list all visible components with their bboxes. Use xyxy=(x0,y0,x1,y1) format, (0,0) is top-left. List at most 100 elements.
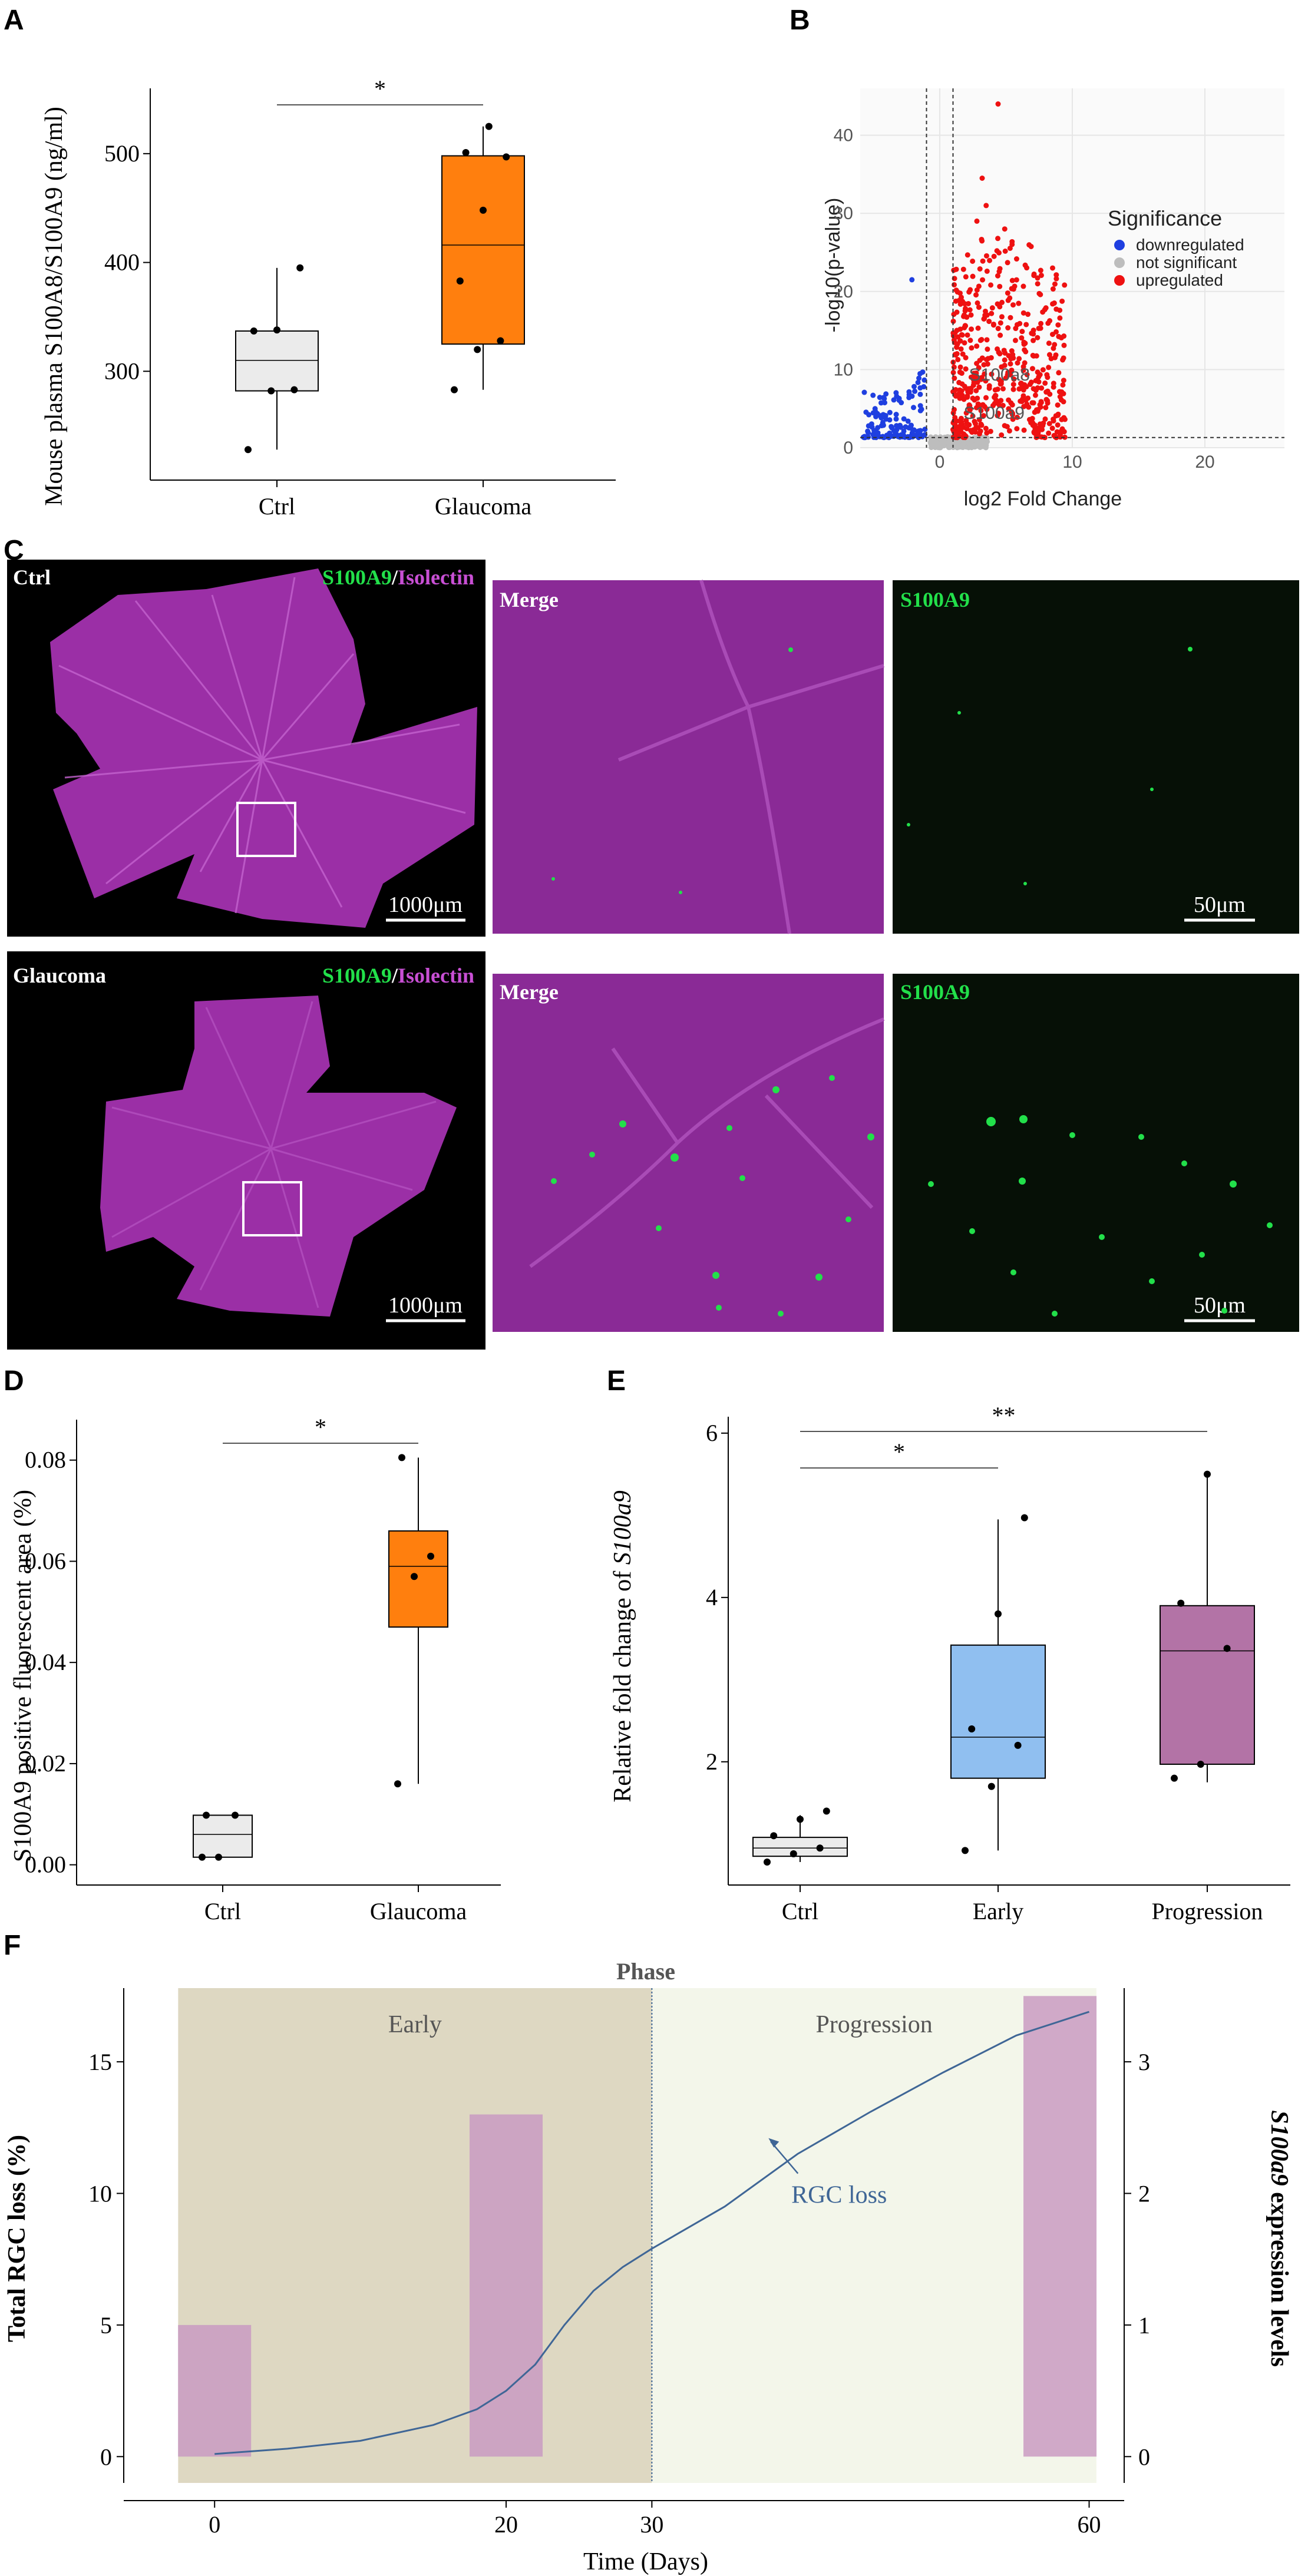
data-point xyxy=(398,1454,405,1461)
point-upregulated xyxy=(963,410,969,416)
box-ctrl xyxy=(193,1814,253,1858)
s100a9-positive-spot xyxy=(1069,1132,1075,1138)
point-upregulated xyxy=(977,266,983,272)
point-upregulated xyxy=(1031,271,1037,277)
data-point xyxy=(770,1832,778,1840)
point-downregulated xyxy=(912,388,918,394)
point-not-significant xyxy=(960,442,966,448)
point-upregulated xyxy=(1014,322,1020,328)
point-upregulated xyxy=(1053,276,1059,282)
s100a9-positive-spot xyxy=(1099,1234,1105,1240)
point-upregulated xyxy=(1046,365,1052,371)
panel-f-ylabel-left: Total RGC loss (%) xyxy=(4,2135,31,2342)
point-upregulated xyxy=(967,407,973,413)
point-upregulated xyxy=(1021,404,1027,409)
s100a9-positive-spot xyxy=(969,1228,975,1234)
point-upregulated xyxy=(999,299,1005,305)
point-upregulated xyxy=(1045,400,1051,406)
panel-label-b: B xyxy=(790,5,810,36)
point-upregulated xyxy=(1007,295,1013,301)
point-upregulated xyxy=(1038,320,1044,326)
point-upregulated xyxy=(1059,389,1065,395)
point-downregulated xyxy=(917,403,923,409)
point-upregulated xyxy=(965,393,970,399)
point-upregulated xyxy=(1019,329,1025,335)
point-upregulated xyxy=(973,375,979,381)
point-downregulated xyxy=(897,422,903,428)
rgc-loss-line xyxy=(214,2010,1089,2455)
point-upregulated xyxy=(996,250,1002,256)
phase-region-early xyxy=(178,1988,652,2483)
point-upregulated xyxy=(999,432,1005,438)
point-downregulated xyxy=(909,277,915,283)
point-upregulated xyxy=(1056,370,1062,376)
y-tick-label: 500 xyxy=(104,140,140,167)
point-upregulated xyxy=(970,413,976,419)
point-downregulated xyxy=(893,412,899,418)
y-tick-label: 0.02 xyxy=(25,1750,66,1777)
point-upregulated xyxy=(1002,362,1008,368)
point-upregulated xyxy=(995,411,1001,416)
point-upregulated xyxy=(989,371,995,377)
ctrl-merge-label: Merge xyxy=(500,588,559,611)
point-upregulated xyxy=(958,415,964,421)
ctrl-stain-label: S100A9/Isolectin xyxy=(322,566,474,589)
point-downregulated xyxy=(880,422,886,428)
point-upregulated xyxy=(1035,369,1041,375)
data-point xyxy=(1197,1760,1204,1768)
point-upregulated xyxy=(963,418,969,424)
s100a9-positive-spot xyxy=(788,647,793,652)
data-point xyxy=(968,1725,976,1732)
panel-d-boxplot: S100A9 positive fluorescent area (%) 0.0… xyxy=(9,1414,501,1924)
legend-label-not-significant: not significant xyxy=(1136,253,1237,272)
ctrl-zoom-box xyxy=(236,802,296,857)
data-point xyxy=(1171,1774,1178,1782)
point-upregulated xyxy=(975,300,980,306)
glaucoma-s100a9-image xyxy=(893,974,1299,1332)
point-upregulated xyxy=(970,258,976,264)
point-upregulated xyxy=(997,283,1003,289)
box-glaucoma xyxy=(441,155,525,345)
point-upregulated xyxy=(950,369,956,375)
point-upregulated xyxy=(1039,385,1045,391)
point-upregulated xyxy=(1045,375,1051,381)
point-upregulated xyxy=(1005,325,1011,331)
point-upregulated xyxy=(1014,414,1020,420)
point-upregulated xyxy=(1012,338,1018,343)
point-upregulated xyxy=(1050,286,1056,292)
data-point xyxy=(290,386,298,393)
data-point xyxy=(816,1844,824,1852)
phase-label-progression: Progression xyxy=(815,2011,932,2038)
point-upregulated xyxy=(1040,367,1046,373)
data-point xyxy=(199,1853,206,1861)
point-upregulated xyxy=(985,346,990,352)
point-upregulated xyxy=(999,314,1005,320)
x-tick-label: 60 xyxy=(1078,2511,1101,2538)
s100a9-positive-spot xyxy=(551,1178,557,1184)
point-upregulated xyxy=(1008,361,1013,367)
legend-swatch-downregulated xyxy=(1114,240,1125,250)
s100a9-positive-spot xyxy=(907,823,910,826)
s100a9-positive-spot xyxy=(551,877,555,881)
point-upregulated xyxy=(1032,392,1038,398)
point-upregulated xyxy=(1035,425,1041,431)
panel-e-boxplot: Relative fold change of S100a9 2 4 6 Ctrl Ea… xyxy=(609,1402,1290,1924)
point-upregulated xyxy=(959,392,965,398)
expression-bar-day-58 xyxy=(1023,1996,1097,2457)
point-upregulated xyxy=(972,397,977,403)
point-upregulated xyxy=(1020,283,1026,289)
point-upregulated xyxy=(1049,425,1055,431)
ctrl-merge-vessels xyxy=(617,580,884,934)
point-not-significant xyxy=(941,443,947,449)
point-upregulated xyxy=(992,387,998,393)
point-upregulated xyxy=(997,320,1003,326)
point-upregulated xyxy=(1008,356,1014,362)
point-upregulated xyxy=(1011,376,1017,382)
x-tick-label-glaucoma: Glaucoma xyxy=(435,493,532,520)
point-upregulated xyxy=(1045,320,1051,326)
point-upregulated xyxy=(980,277,986,283)
significance-label: * xyxy=(893,1439,905,1465)
point-upregulated xyxy=(1038,399,1044,405)
point-downregulated xyxy=(893,390,899,396)
y-tick-label: 0.00 xyxy=(25,1851,66,1878)
